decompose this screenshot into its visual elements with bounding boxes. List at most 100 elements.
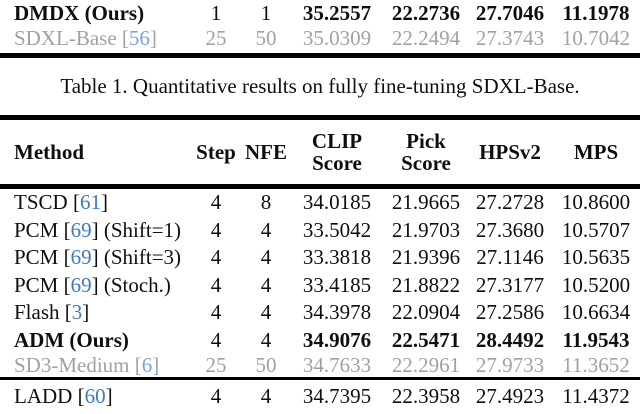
citation-link[interactable]: 69 [70, 217, 92, 242]
nfe-cell: 4 [260, 272, 272, 297]
table-row: PCM [69] (Stoch.) 4 4 33.4185 21.8822 27.3177… [0, 272, 640, 300]
table-row: Flash [3] 4 4 34.3978 22.0904 27.2586 10.6634 [0, 299, 640, 327]
hpsv2-cell: 27.2586 [475, 300, 545, 325]
step-cell: 4 [210, 190, 222, 215]
citation-open-bracket: [ [58, 217, 71, 242]
citation-close-bracket: ] [100, 190, 108, 215]
clip-score-cell: 33.5042 [302, 217, 372, 242]
method-suffix: (Shift=1) [98, 217, 182, 242]
nfe-cell: 4 [260, 327, 272, 352]
hpsv2-cell: 27.1146 [476, 245, 544, 270]
step-cell: 4 [210, 217, 222, 242]
method-cell: PCM [69] (Stoch.) [0, 272, 190, 297]
pick-score-cell: 22.3958 [391, 384, 461, 408]
table2-header-rule [0, 184, 640, 189]
method-name: SDXL-Base [14, 26, 117, 50]
hpsv2-cell: 27.3680 [475, 217, 545, 242]
mps-cell: 10.5707 [561, 217, 631, 242]
step-cell: 4 [210, 384, 222, 408]
table-row: TSCD [61] 4 8 34.0185 21.9665 27.2728 10.8600 [0, 189, 640, 217]
mps-cell: 11.1978 [562, 1, 630, 25]
col-header-nfe: NFE [245, 140, 287, 164]
table-row: PCM [69] (Shift=1) 4 4 33.5042 21.9703 27.368… [0, 217, 640, 245]
citation-open-bracket: [ [67, 190, 80, 215]
citation-close-bracket: ] [149, 26, 157, 50]
table-row: SDXL-Base [56] 25 50 35.0309 22.2494 27.3743 1… [0, 26, 640, 51]
table2-body: TSCD [61] 4 8 34.0185 21.9665 27.2728 10.8600 P… [0, 189, 640, 414]
mps-cell: 10.8600 [561, 190, 631, 215]
citation-open-bracket: [ [58, 245, 71, 270]
step-cell: 4 [210, 327, 222, 352]
citation-open-bracket: [ [116, 26, 129, 50]
hpsv2-cell: 27.9733 [475, 353, 545, 377]
col-header-hpsv2: HPSv2 [479, 140, 541, 164]
method-suffix: (Shift=3) [98, 245, 182, 270]
col-header-step: Step [196, 140, 236, 164]
citation-close-bracket: ] [91, 245, 99, 270]
citation-open-bracket: [ [72, 384, 85, 408]
citation-link[interactable]: 69 [70, 272, 92, 297]
pick-score-cell: 21.9665 [391, 190, 461, 215]
table-row: PCM [69] (Shift=3) 4 4 33.3818 21.9396 27.114… [0, 244, 640, 272]
table1-caption: Table 1. Quantitative results on fully f… [60, 74, 580, 98]
clip-score-cell: 35.0309 [302, 26, 372, 50]
mps-cell: 10.5200 [561, 272, 631, 297]
citation-link[interactable]: 61 [79, 190, 101, 215]
citation-close-bracket: ] [82, 300, 90, 325]
hpsv2-cell: 27.7046 [475, 1, 545, 25]
method-name: TSCD [14, 190, 68, 215]
hpsv2-cell: 28.4492 [475, 327, 545, 352]
nfe-cell: 1 [260, 1, 272, 25]
nfe-cell: 8 [260, 190, 272, 215]
step-cell: 4 [210, 245, 222, 270]
clip-score-cell: 35.2557 [302, 1, 372, 25]
method-name: PCM [14, 245, 59, 270]
citation-close-bracket: ] [91, 217, 99, 242]
method-cell: Flash [3] [0, 302, 190, 323]
pick-score-cell: 21.9703 [391, 217, 461, 242]
method-cell: PCM [69] (Shift=3) [0, 247, 190, 268]
col-header-mps: MPS [573, 140, 619, 164]
method-name: LADD [14, 384, 73, 408]
table2-top-rule [0, 115, 640, 120]
pick-score-cell: 22.2494 [391, 26, 461, 50]
table2-header-row: Method Step NFE CLIP Score Pick Score HP… [0, 120, 640, 184]
citation-link[interactable]: 56 [128, 26, 150, 50]
citation-link[interactable]: 60 [84, 384, 106, 408]
method-cell: PCM [69] (Shift=1) [0, 217, 190, 242]
pick-score-cell: 22.5471 [391, 327, 461, 352]
table-row: LADD [60] 4 4 34.7395 22.3958 27.4923 11.4372 [0, 380, 640, 414]
citation-close-bracket: ] [105, 384, 113, 408]
method-cell: SDXL-Base [56] [0, 28, 190, 49]
citation-link[interactable]: 3 [71, 300, 83, 325]
table-row: SD3-Medium [6] 25 50 34.7633 22.2961 27.9733 1… [0, 354, 640, 377]
clip-score-cell: 34.3978 [302, 300, 372, 325]
hpsv2-cell: 27.4923 [475, 384, 545, 408]
step-cell: 4 [210, 272, 222, 297]
clip-score-cell: 34.7395 [302, 384, 372, 408]
mps-cell: 11.3652 [562, 353, 630, 377]
citation-link[interactable]: 69 [70, 245, 92, 270]
mps-cell: 10.5635 [561, 245, 631, 270]
pick-score-cell: 22.0904 [391, 300, 461, 325]
method-name: PCM [14, 272, 59, 297]
table1-fragment: DMDX (Ours) 1 1 35.2557 22.2736 27.7046 11.197… [0, 0, 640, 51]
citation-open-bracket: [ [58, 272, 71, 297]
hpsv2-cell: 27.3743 [475, 26, 545, 50]
method-suffix: (Stoch.) [98, 272, 171, 297]
nfe-cell: 50 [255, 353, 277, 377]
table-row: ADM (Ours) 4 4 34.9076 22.5471 28.4492 11.9543 [0, 327, 640, 355]
nfe-cell: 4 [260, 245, 272, 270]
clip-score-cell: 34.7633 [302, 353, 372, 377]
col-header-method: Method [14, 140, 84, 164]
step-cell: 4 [210, 300, 222, 325]
nfe-cell: 4 [260, 300, 272, 325]
citation-link[interactable]: 6 [141, 353, 153, 377]
pick-score-cell: 21.9396 [391, 245, 461, 270]
col-header-pick-score: Pick Score [401, 129, 451, 175]
table-row: DMDX (Ours) 1 1 35.2557 22.2736 27.7046 11.197… [0, 1, 640, 26]
method-cell: TSCD [61] [0, 192, 190, 213]
clip-score-cell: 34.0185 [302, 190, 372, 215]
clip-score-cell: 34.9076 [302, 327, 372, 352]
